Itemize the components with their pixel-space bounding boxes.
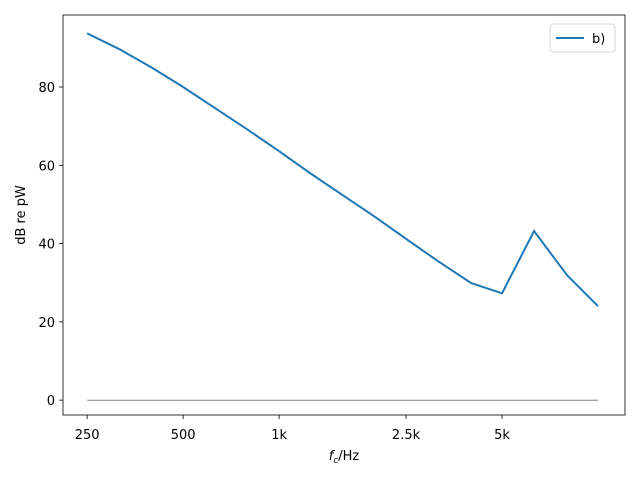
x-tick-label: 250: [75, 428, 100, 443]
plot-frame: [62, 14, 626, 416]
y-tick-label: 0: [47, 394, 55, 409]
x-tick-label: 1k: [271, 428, 287, 443]
x-tick-label: 500: [171, 428, 196, 443]
y-tick-label: 20: [38, 316, 55, 331]
x-tick-label: 5k: [494, 428, 510, 443]
y-tick-label: 80: [38, 81, 55, 96]
x-label-sub: c: [333, 456, 338, 466]
series-line: [86, 32, 599, 307]
legend-label: b): [592, 32, 605, 47]
y-tick-label: 40: [38, 238, 55, 253]
x-tick-label: 2.5k: [392, 428, 421, 443]
x-axis-label: fc/Hz: [329, 449, 360, 466]
x-label-unit: /Hz: [338, 449, 359, 464]
x-label-var: f: [329, 449, 336, 464]
y-axis-label: dB re pW: [14, 185, 29, 245]
y-tick-label: 60: [38, 159, 55, 174]
